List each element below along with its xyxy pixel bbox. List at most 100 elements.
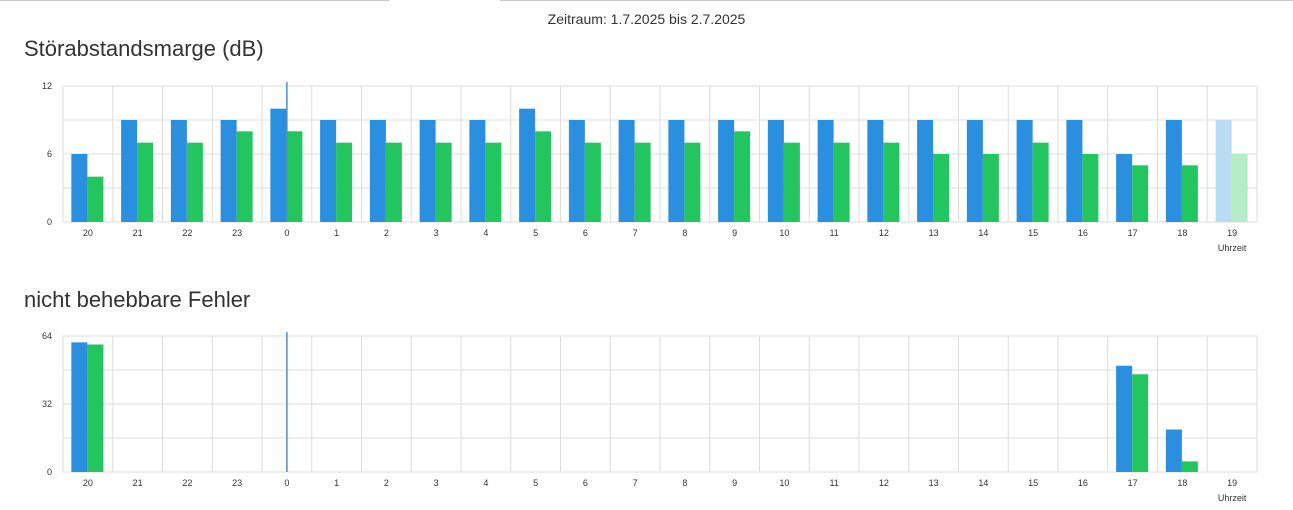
chart-title-uncorrectable-errors: nicht behebbare Fehler	[24, 287, 251, 312]
x-tick-label: 12	[879, 228, 889, 238]
x-tick-label: 14	[978, 478, 988, 488]
y-tick-label: 0	[47, 217, 52, 227]
x-tick-label: 10	[779, 478, 789, 488]
bar-series-b-13	[933, 154, 950, 222]
x-tick-label: 1	[334, 228, 339, 238]
y-tick-label: 32	[42, 399, 52, 409]
bar-series-a-1	[320, 120, 337, 222]
bar-series-b-0	[286, 131, 303, 222]
bar-series-a-15	[1016, 120, 1033, 222]
bar-series-b-18	[1181, 461, 1198, 472]
x-tick-label: 8	[682, 478, 687, 488]
bar-series-b-5	[535, 131, 552, 222]
bar-series-a-3	[419, 120, 436, 222]
x-tick-label: 21	[133, 478, 143, 488]
bar-series-b-16	[1082, 154, 1099, 222]
x-tick-label: 3	[434, 228, 439, 238]
x-tick-label: 22	[182, 228, 192, 238]
x-tick-label: 16	[1078, 478, 1088, 488]
x-axis-label: Uhrzeit	[1218, 243, 1247, 253]
bar-series-b-23	[236, 131, 253, 222]
x-tick-label: 21	[133, 228, 143, 238]
x-tick-label: 0	[284, 228, 289, 238]
chart-title-snr-margin: Störabstandsmarge (dB)	[24, 36, 264, 61]
bar-series-a-4	[469, 120, 486, 222]
x-tick-label: 17	[1128, 478, 1138, 488]
bar-series-a-2	[369, 120, 386, 222]
bar-series-a-11	[817, 120, 834, 222]
bar-series-b-9	[734, 131, 751, 222]
bar-series-b-19	[1231, 154, 1248, 222]
x-tick-label: 18	[1177, 228, 1187, 238]
bar-series-a-7	[618, 120, 635, 222]
bar-series-a-5	[519, 108, 536, 222]
x-tick-label: 23	[232, 228, 242, 238]
bar-series-a-22	[170, 120, 187, 222]
bar-series-b-1	[336, 142, 353, 222]
x-tick-label: 19	[1227, 478, 1237, 488]
x-tick-label: 0	[284, 478, 289, 488]
x-tick-label: 13	[929, 478, 939, 488]
x-tick-label: 1	[334, 478, 339, 488]
x-tick-label: 18	[1177, 478, 1187, 488]
x-tick-label: 11	[829, 228, 838, 238]
bar-series-b-12	[883, 142, 900, 222]
x-tick-label: 20	[83, 478, 93, 488]
bar-series-a-10	[767, 120, 784, 222]
x-tick-label: 12	[879, 478, 889, 488]
bar-series-b-22	[186, 142, 203, 222]
top-divider-left	[0, 0, 389, 1]
bar-series-a-8	[668, 120, 685, 222]
bar-series-b-21	[137, 142, 154, 222]
y-tick-label: 12	[42, 81, 52, 91]
bar-series-b-6	[584, 142, 601, 222]
x-tick-label: 4	[483, 478, 488, 488]
bar-series-b-18	[1181, 165, 1198, 222]
bar-series-a-18	[1165, 120, 1182, 222]
bar-series-a-23	[220, 120, 237, 222]
x-tick-label: 15	[1028, 478, 1038, 488]
bar-series-a-6	[568, 120, 585, 222]
y-tick-label: 64	[42, 331, 52, 341]
bar-series-b-7	[634, 142, 651, 222]
x-tick-label: 2	[384, 228, 389, 238]
bar-series-a-18	[1165, 429, 1182, 472]
bar-series-b-14	[982, 154, 999, 222]
x-tick-label: 20	[83, 228, 93, 238]
x-tick-label: 5	[533, 228, 538, 238]
bar-series-b-20	[87, 176, 104, 222]
x-tick-label: 2	[384, 478, 389, 488]
x-tick-label: 9	[732, 228, 737, 238]
x-tick-label: 11	[829, 478, 838, 488]
x-axis-label: Uhrzeit	[1218, 493, 1247, 503]
bar-series-a-16	[1066, 120, 1083, 222]
bar-series-b-17	[1132, 165, 1149, 222]
bar-series-b-4	[485, 142, 502, 222]
bar-series-a-12	[867, 120, 884, 222]
bar-series-b-8	[684, 142, 701, 222]
bar-series-a-20	[71, 154, 88, 222]
x-tick-label: 22	[182, 478, 192, 488]
x-tick-label: 5	[533, 478, 538, 488]
bar-series-a-21	[121, 120, 138, 222]
x-tick-label: 4	[483, 228, 488, 238]
bar-series-b-3	[435, 142, 452, 222]
x-tick-label: 3	[434, 478, 439, 488]
x-tick-label: 6	[583, 478, 588, 488]
x-tick-label: 7	[633, 228, 638, 238]
y-tick-label: 0	[47, 467, 52, 477]
x-tick-label: 10	[779, 228, 789, 238]
period-label: Zeitraum: 1.7.2025 bis 2.7.2025	[547, 11, 746, 27]
x-tick-label: 7	[633, 478, 638, 488]
x-tick-label: 17	[1128, 228, 1138, 238]
bar-series-b-11	[833, 142, 850, 222]
x-tick-label: 16	[1078, 228, 1088, 238]
x-tick-label: 14	[978, 228, 988, 238]
bar-series-b-10	[783, 142, 800, 222]
x-tick-label: 15	[1028, 228, 1038, 238]
x-tick-label: 6	[583, 228, 588, 238]
x-tick-label: 23	[232, 478, 242, 488]
bar-series-a-17	[1116, 154, 1133, 222]
bar-series-a-13	[917, 120, 934, 222]
